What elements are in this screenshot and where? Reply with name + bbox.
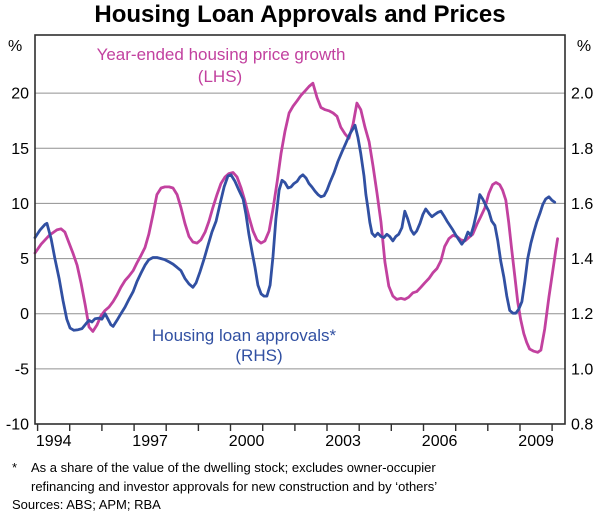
y-axis-right-label: 2.0 [571, 86, 593, 103]
page-title: Housing Loan Approvals and Prices [94, 1, 506, 28]
price-growth-line [33, 81, 559, 354]
loan-approvals-label: Housing loan approvals* [151, 326, 337, 345]
footnote-line-2: refinancing and investor approvals for n… [31, 478, 438, 494]
y-axis-left-label: 0 [20, 306, 29, 323]
price-growth-axis-note: (LHS) [197, 67, 243, 86]
y-axis-right-label: 1.4 [571, 251, 593, 268]
footnote-marker: * [12, 460, 18, 475]
sources-line: Sources: ABS; APM; RBA [12, 497, 161, 512]
plot-frame [34, 34, 566, 425]
y-axis-left-label: 10 [11, 196, 29, 213]
y-axis-left-label: 20 [11, 86, 29, 103]
right-axis-unit: % [576, 38, 592, 55]
x-tick-label: 2006 [422, 433, 458, 450]
y-axis-left-label: 15 [11, 141, 29, 158]
loan-approvals-line [33, 123, 557, 332]
footnote-row: * As a share of the value of the dwellin… [12, 459, 588, 496]
x-tick-label: 1997 [132, 433, 168, 450]
x-tick-label: 1994 [36, 433, 72, 450]
loan-approvals-axis-note: (RHS) [235, 346, 283, 365]
x-tick-label: 2003 [325, 433, 361, 450]
price-growth-label: Year-ended housing price growth [96, 45, 346, 64]
x-tick-label: 2000 [229, 433, 265, 450]
y-axis-right-label: 1.8 [571, 141, 593, 158]
y-axis-right-label: 0.8 [571, 417, 593, 434]
footnotes: * As a share of the value of the dwellin… [12, 459, 588, 515]
y-axis-left-label: -5 [15, 361, 29, 378]
y-axis-right-label: 1.2 [571, 306, 593, 323]
y-axis-right-label: 1.0 [571, 361, 593, 378]
left-axis-unit: % [8, 38, 23, 55]
y-axis-left-label: 5 [20, 251, 29, 268]
x-tick-label: 2009 [518, 433, 554, 450]
y-axis-right-label: 1.6 [571, 196, 593, 213]
footnote-line-1: As a share of the value of the dwelling … [31, 460, 436, 475]
y-axis-left-label: -10 [6, 417, 29, 434]
